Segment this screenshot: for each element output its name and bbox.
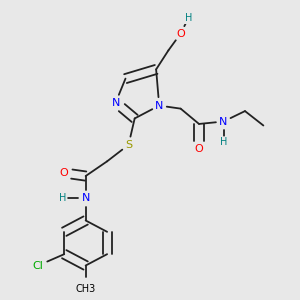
- Text: S: S: [125, 140, 132, 150]
- Text: H: H: [184, 13, 192, 23]
- Text: N: N: [112, 98, 120, 107]
- Text: N: N: [155, 100, 164, 111]
- Text: H: H: [220, 137, 227, 147]
- Text: O: O: [195, 144, 203, 154]
- Text: N: N: [82, 193, 90, 203]
- Text: CH3: CH3: [76, 284, 96, 294]
- Text: O: O: [176, 28, 185, 39]
- Text: H: H: [59, 193, 66, 203]
- Text: O: O: [60, 168, 69, 178]
- Text: Cl: Cl: [33, 260, 44, 271]
- Text: N: N: [219, 116, 228, 127]
